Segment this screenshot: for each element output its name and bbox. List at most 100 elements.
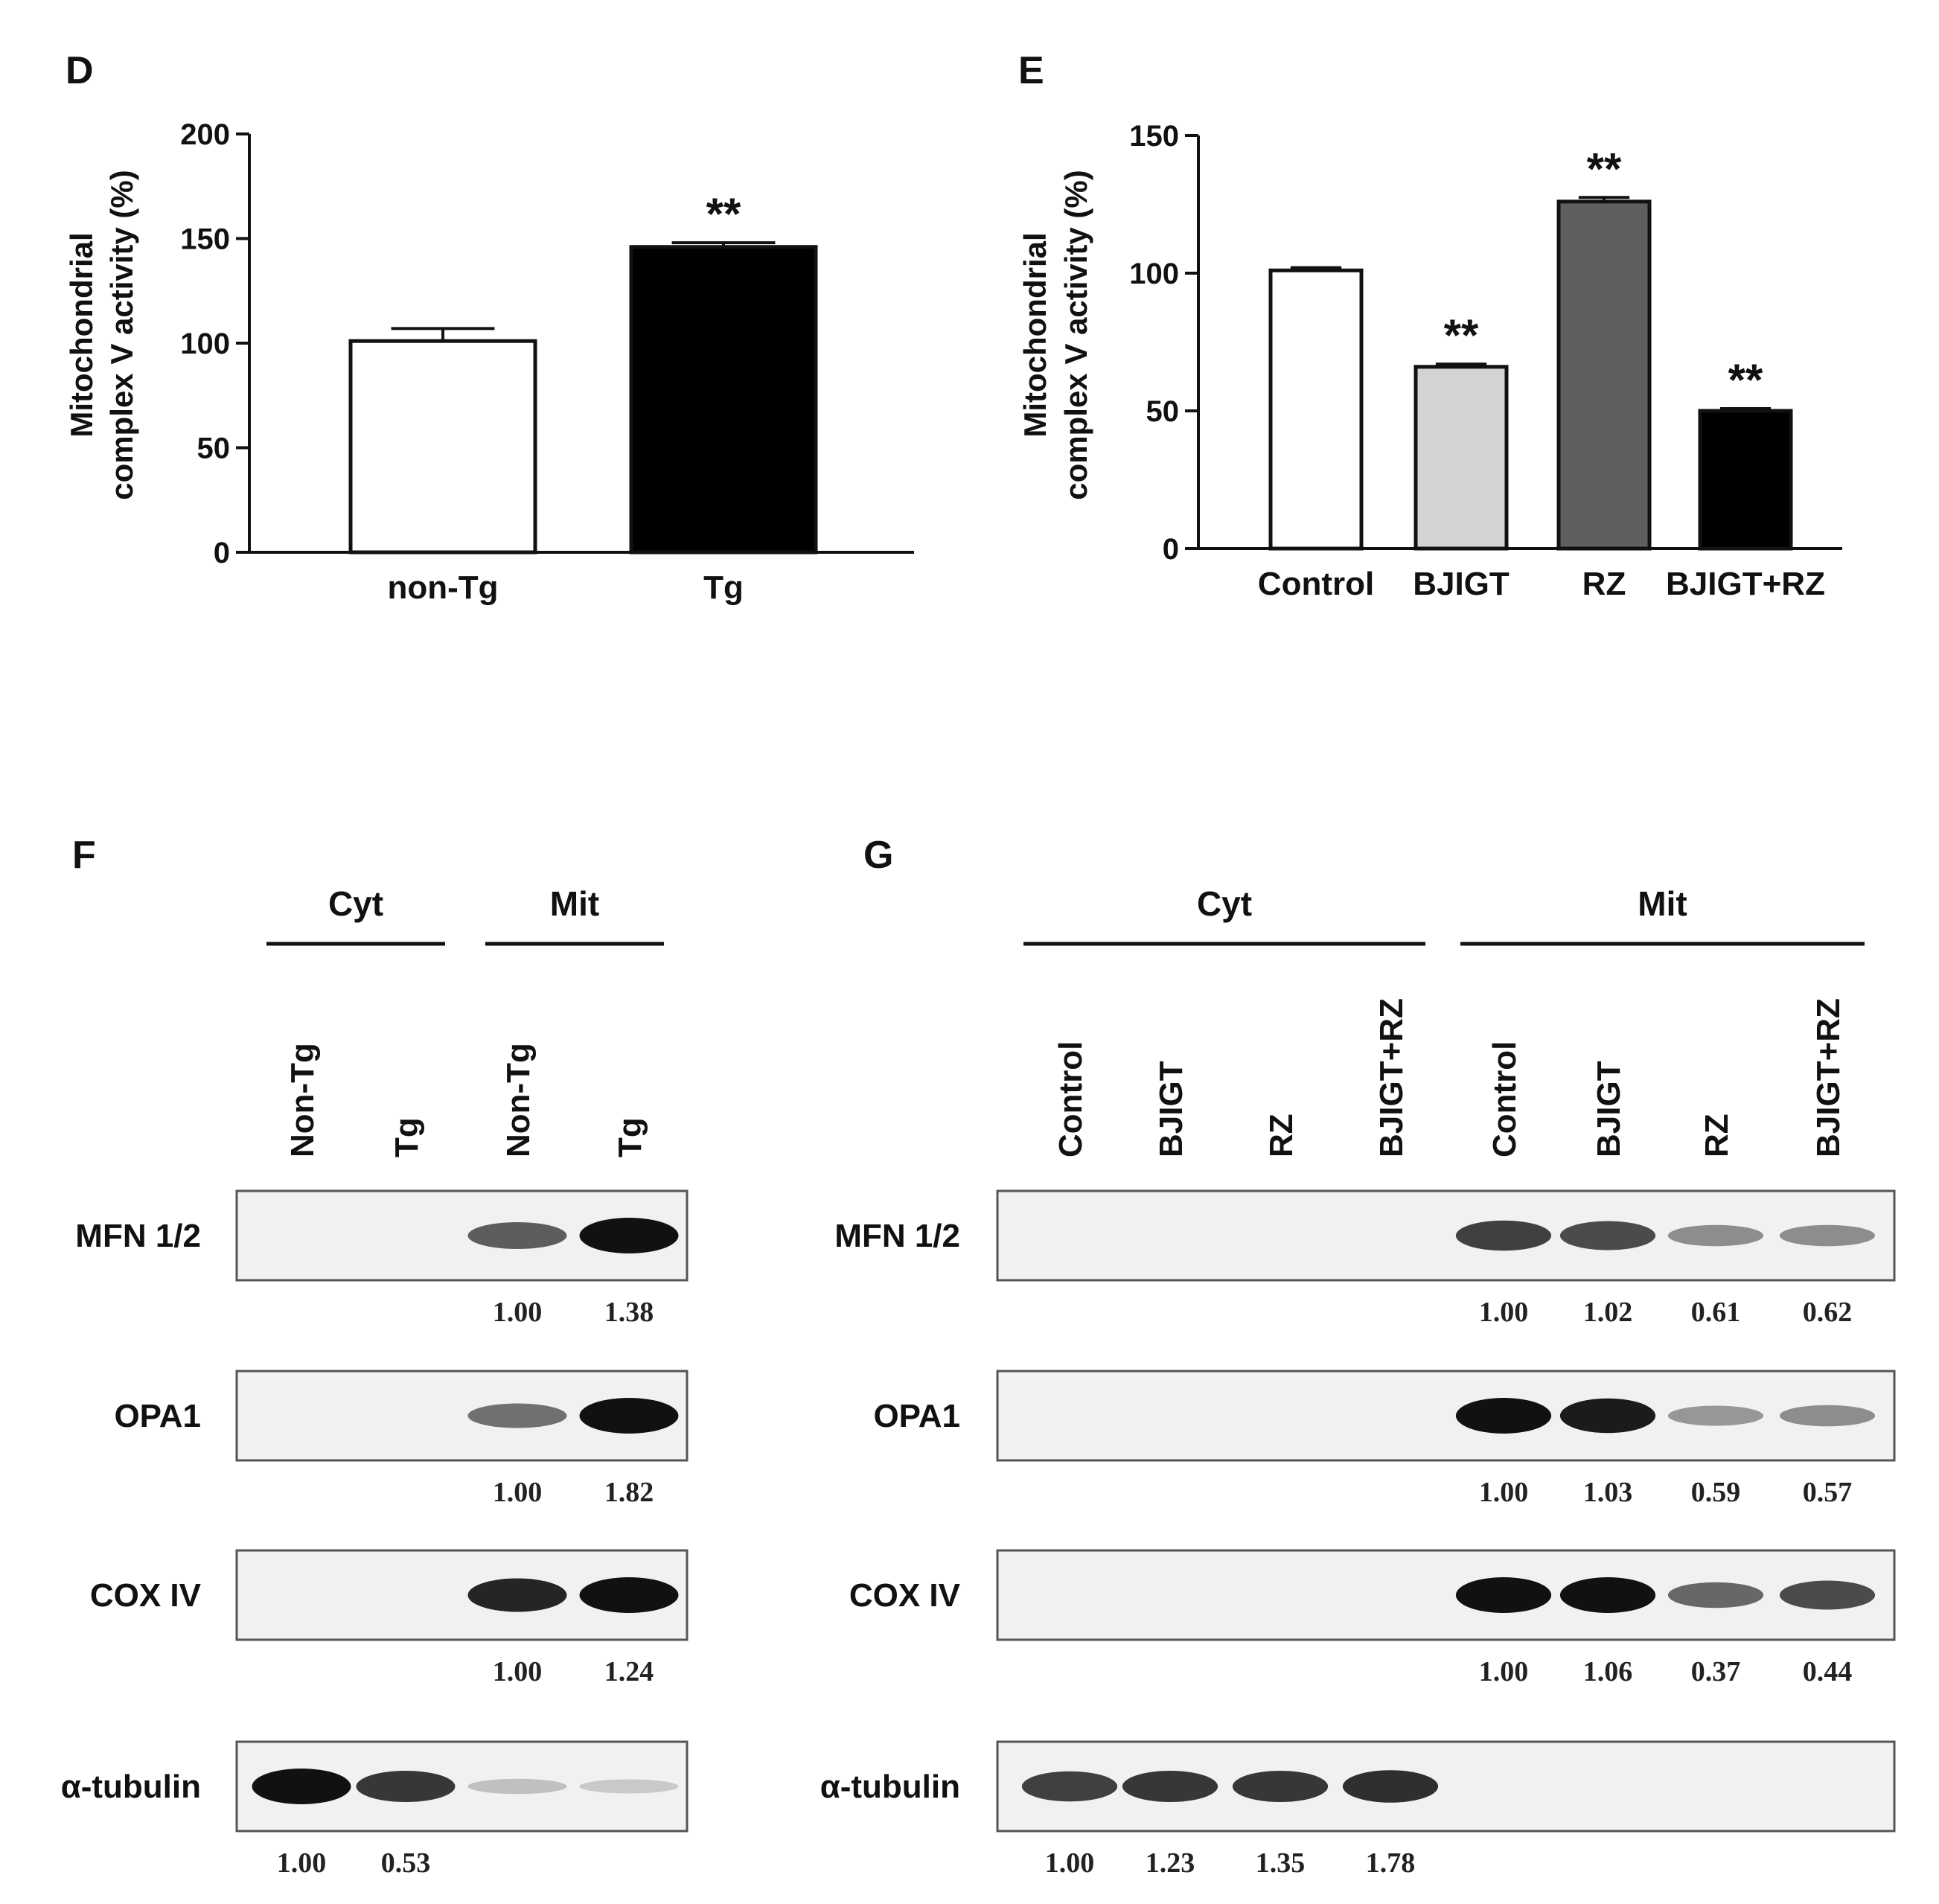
bar [1268,268,1364,551]
protein-band [1779,1580,1876,1610]
band-quantification: 1.35 [1256,1847,1306,1879]
band-quantification: 0.53 [381,1847,431,1879]
x-tick-label: Tg [703,569,744,606]
lane-label: Non-Tg [500,1043,537,1157]
protein-band [1342,1770,1439,1803]
panel-letter-f: F [72,834,96,877]
y-axis-title-line1: Mitochondrial [1018,232,1052,437]
lane-label: Control [1486,1041,1523,1157]
x-tick-label: BJIGT+RZ [1666,566,1825,602]
lane-label: Non-Tg [284,1043,321,1157]
blot-row-label: MFN 1/2 [75,1218,201,1254]
panel-letter-e: E [1018,49,1044,92]
protein-band [1122,1771,1218,1802]
y-tick-label: 0 [214,537,230,569]
panel-d-bar-chart: D Mitochondrial complex V activity (%) 0 50… [64,49,914,606]
x-tick-label: non-Tg [387,569,498,606]
panel-g-western-blot: G Cyt Mit Control BJIGT RZ BJIGT+RZ Control BJI… [820,834,1896,1879]
protein-band [467,1778,567,1795]
blot-row-label: MFN 1/2 [834,1218,960,1254]
y-tick-label: 0 [1163,533,1179,566]
lane-label: BJIGT [1153,1061,1189,1157]
protein-band [1779,1405,1876,1427]
protein-band [252,1769,351,1804]
lane-label: RZ [1699,1114,1735,1157]
blot-row-label: OPA1 [873,1398,960,1434]
band-quantification: 1.00 [1479,1656,1529,1687]
y-tick-label: 150 [180,223,230,256]
band-quantification: 1.00 [1479,1297,1529,1328]
band-quantification: 1.03 [1583,1477,1633,1508]
band-quantification: 0.62 [1803,1297,1853,1328]
panel-f-western-blot: F Cyt Mit Non-Tg Tg Non-Tg Tg MFN 1/2 1.00 1.38 O… [61,834,689,1879]
band-quantification: 1.00 [493,1477,543,1508]
lane-label: BJIGT [1591,1061,1627,1157]
band-quantification: 1.00 [1479,1477,1529,1508]
y-axis-title-line2: complex V activity (%) [1058,170,1093,499]
band-quantification: 1.23 [1146,1847,1195,1879]
bar [348,339,537,555]
bar [1413,365,1509,551]
lane-label: Tg [389,1117,425,1157]
lane-label: BJIGT+RZ [1810,998,1847,1157]
band-quantification: 1.82 [604,1477,654,1508]
blot-row-label: α-tubulin [820,1769,960,1805]
fraction-group-label: Mit [1638,884,1687,923]
protein-band [1559,1221,1656,1250]
protein-band [579,1398,679,1434]
protein-band [467,1403,567,1428]
y-tick-label: 50 [1146,395,1180,428]
lane-label: RZ [1263,1114,1300,1157]
band-quantification: 1.06 [1583,1656,1633,1687]
band-quantification: 1.00 [493,1656,543,1687]
band-quantification: 1.00 [277,1847,327,1879]
blot-membrane [996,1189,1896,1282]
bar [629,245,818,555]
blot-row-label: COX IV [90,1577,202,1614]
band-quantification: 1.00 [1045,1847,1095,1879]
y-tick-label: 100 [1129,258,1179,290]
blot-row-label: OPA1 [114,1398,201,1434]
y-tick-label: 100 [180,328,230,360]
fraction-group-label: Mit [550,884,599,923]
x-tick-label: BJIGT [1413,566,1510,602]
band-quantification: 1.78 [1366,1847,1416,1879]
fraction-group-label: Cyt [1197,884,1252,923]
protein-band [1021,1771,1118,1802]
panel-letter-g: G [863,834,893,877]
protein-band [579,1577,679,1613]
band-quantification: 1.00 [493,1297,543,1328]
y-axis-title-line1: Mitochondrial [64,232,99,437]
protein-band [467,1222,567,1249]
band-quantification: 0.44 [1803,1656,1853,1687]
blot-row-label: COX IV [849,1577,961,1614]
panel-letter-d: D [66,49,94,92]
x-tick-label: Control [1258,566,1374,602]
protein-band [1667,1582,1764,1609]
significance-marker: ** [1587,144,1622,194]
protein-band [1667,1224,1764,1247]
significance-marker: ** [1444,310,1479,360]
protein-band [1559,1398,1656,1434]
fraction-group-label: Cyt [328,884,383,923]
band-quantification: 0.61 [1691,1297,1741,1328]
protein-band [467,1578,567,1612]
significance-marker: ** [1728,355,1763,405]
x-tick-label: RZ [1582,566,1626,602]
y-tick-label: 200 [180,118,230,151]
band-quantification: 1.02 [1583,1297,1633,1328]
protein-band [1559,1577,1656,1613]
protein-band [1455,1220,1552,1251]
panel-e-bar-chart: E Mitochondrial complex V activity (%) 0 50… [1018,49,1842,602]
band-quantification: 1.24 [604,1656,654,1687]
band-quantification: 0.37 [1691,1656,1741,1687]
band-quantification: 0.57 [1803,1477,1853,1508]
significance-marker: ** [706,189,741,239]
protein-band [356,1771,456,1802]
bar [1556,199,1652,551]
y-tick-label: 50 [197,432,231,465]
protein-band [579,1218,679,1253]
protein-band [1232,1771,1329,1802]
protein-band [1779,1224,1876,1247]
